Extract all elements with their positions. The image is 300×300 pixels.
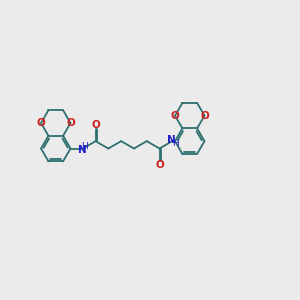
Text: H: H (172, 139, 178, 148)
Text: N: N (167, 135, 176, 145)
Text: O: O (66, 118, 75, 128)
Text: O: O (155, 160, 164, 170)
Text: H: H (81, 142, 88, 151)
Text: O: O (200, 111, 209, 121)
Text: N: N (78, 145, 87, 155)
Text: O: O (171, 111, 179, 121)
Text: O: O (91, 120, 100, 130)
Text: O: O (37, 118, 45, 128)
